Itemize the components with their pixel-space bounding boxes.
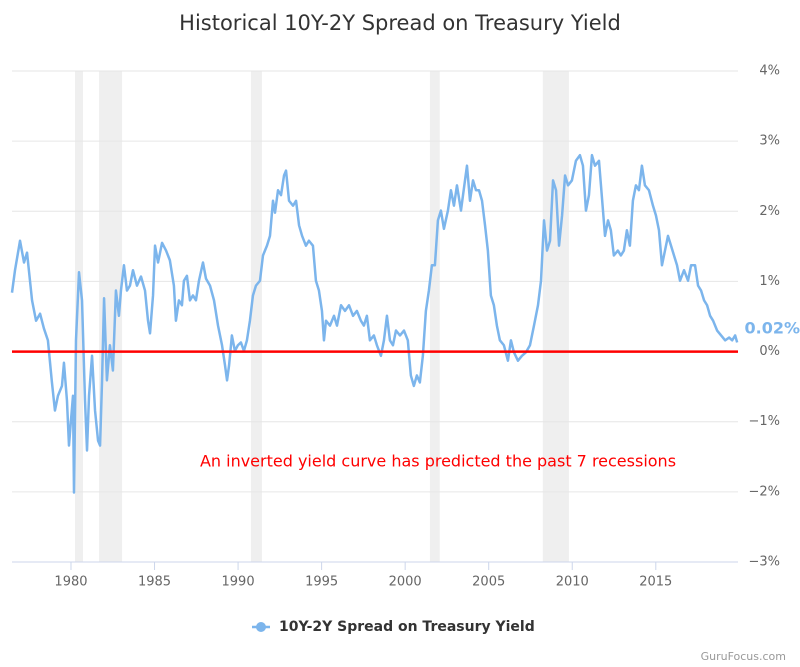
x-tick-label: 1980 <box>54 575 87 590</box>
x-tick-label: 2010 <box>556 575 589 590</box>
recession-band <box>429 71 440 562</box>
series-line <box>10 153 739 494</box>
y-tick-label: 1% <box>759 274 780 289</box>
recession-band <box>99 71 123 562</box>
annotation: An inverted yield curve has predicted th… <box>200 452 676 471</box>
legend-label: 10Y-2Y Spread on Treasury Yield <box>279 619 535 635</box>
y-tick-label: 3% <box>759 134 780 149</box>
recession-band <box>250 71 262 562</box>
plot-area: −3% −2% −1% 0% 1% 2% 3% 4% 1980 1985 1990 1995 2000 2… <box>10 64 800 590</box>
recession-band <box>542 71 569 562</box>
y-tick-label: −1% <box>748 414 780 429</box>
y-tick-label: 2% <box>759 204 780 219</box>
x-tick-label: 1985 <box>138 575 171 590</box>
last-value-label: 0.02% <box>744 319 800 338</box>
x-tick-label: 1990 <box>222 575 255 590</box>
legend-marker <box>256 622 266 632</box>
x-tick-label: 1995 <box>305 575 338 590</box>
x-tick-label: 2015 <box>639 575 672 590</box>
x-tick-label: 2000 <box>389 575 422 590</box>
y-tick-label: −3% <box>748 555 780 570</box>
chart-title: Historical 10Y-2Y Spread on Treasury Yie… <box>179 11 621 35</box>
y-tick-label: −2% <box>748 484 780 499</box>
x-tick-label: 2005 <box>472 575 505 590</box>
y-tick-label: 4% <box>759 64 780 79</box>
credit: GuruFocus.com <box>701 650 786 663</box>
recession-band <box>74 71 84 562</box>
y-tick-label: 0% <box>759 344 780 359</box>
